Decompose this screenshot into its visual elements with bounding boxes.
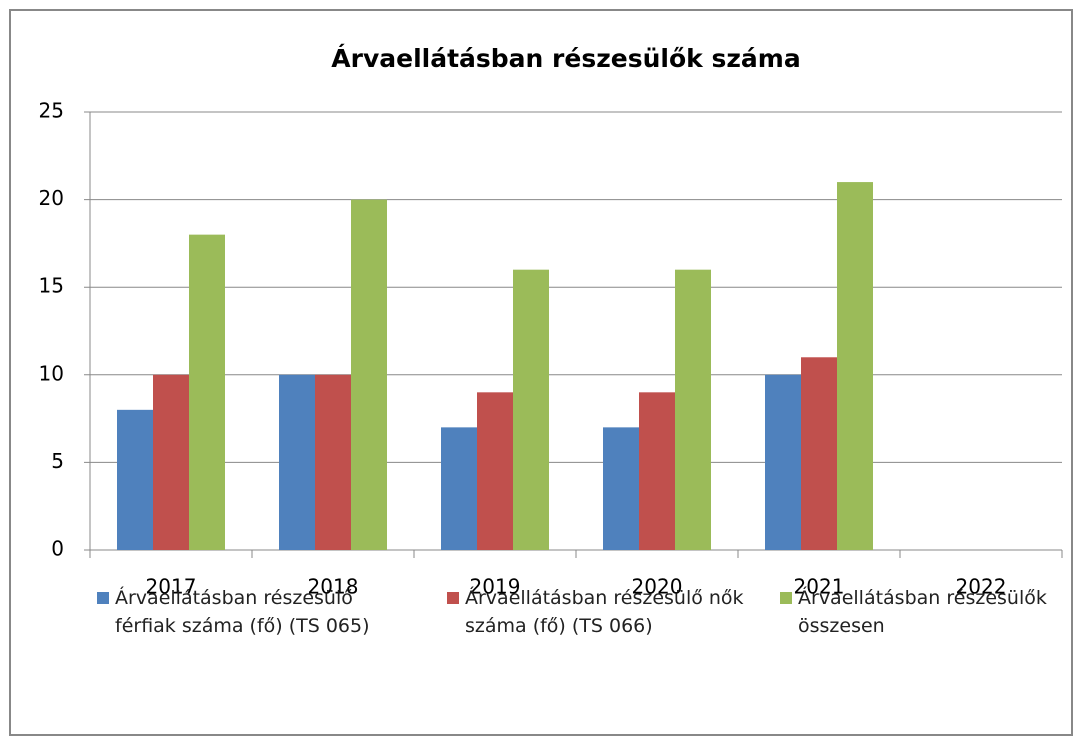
bar — [603, 427, 639, 550]
bar — [801, 357, 837, 550]
bar — [675, 269, 711, 550]
bar — [837, 182, 873, 550]
y-tick-label: 5 — [51, 449, 64, 473]
legend-label: Árvaellátásban részesülő férfiak száma (… — [115, 587, 370, 637]
bar — [639, 392, 675, 550]
x-tick-label: 2022 — [956, 575, 1007, 599]
legend-item: Árvaellátásban részesülő férfiak száma (… — [97, 584, 415, 640]
legend-label: Árvaellátásban részesülők összesen — [798, 587, 1047, 637]
bar — [441, 427, 477, 550]
y-tick-label: 10 — [39, 361, 64, 385]
legend-label: Árvaellátásban részesülő nők száma (fő) … — [465, 587, 744, 637]
bar — [315, 374, 351, 550]
bar — [153, 374, 189, 550]
x-tick-label: 2019 — [470, 575, 521, 599]
legend-swatch — [97, 592, 109, 604]
bar — [189, 234, 225, 550]
legend-item: Árvaellátásban részesülők összesen — [780, 584, 1058, 640]
y-tick-label: 20 — [39, 186, 64, 210]
y-tick-label: 0 — [51, 537, 64, 561]
bar — [279, 374, 315, 550]
bar — [477, 392, 513, 550]
bar — [513, 269, 549, 550]
y-tick-label: 25 — [39, 99, 64, 123]
x-tick-label: 2020 — [632, 575, 683, 599]
legend-item: Árvaellátásban részesülő nők száma (fő) … — [447, 584, 765, 640]
x-tick-label: 2018 — [308, 575, 359, 599]
legend-swatch — [780, 592, 792, 604]
x-tick-label: 2017 — [146, 575, 197, 599]
legend-swatch — [447, 592, 459, 604]
chart-title: Árvaellátásban részesülők száma — [331, 44, 800, 73]
x-tick-label: 2021 — [794, 575, 845, 599]
y-tick-label: 15 — [39, 274, 64, 298]
bar — [765, 374, 801, 550]
bar — [117, 409, 153, 550]
bar — [351, 199, 387, 550]
